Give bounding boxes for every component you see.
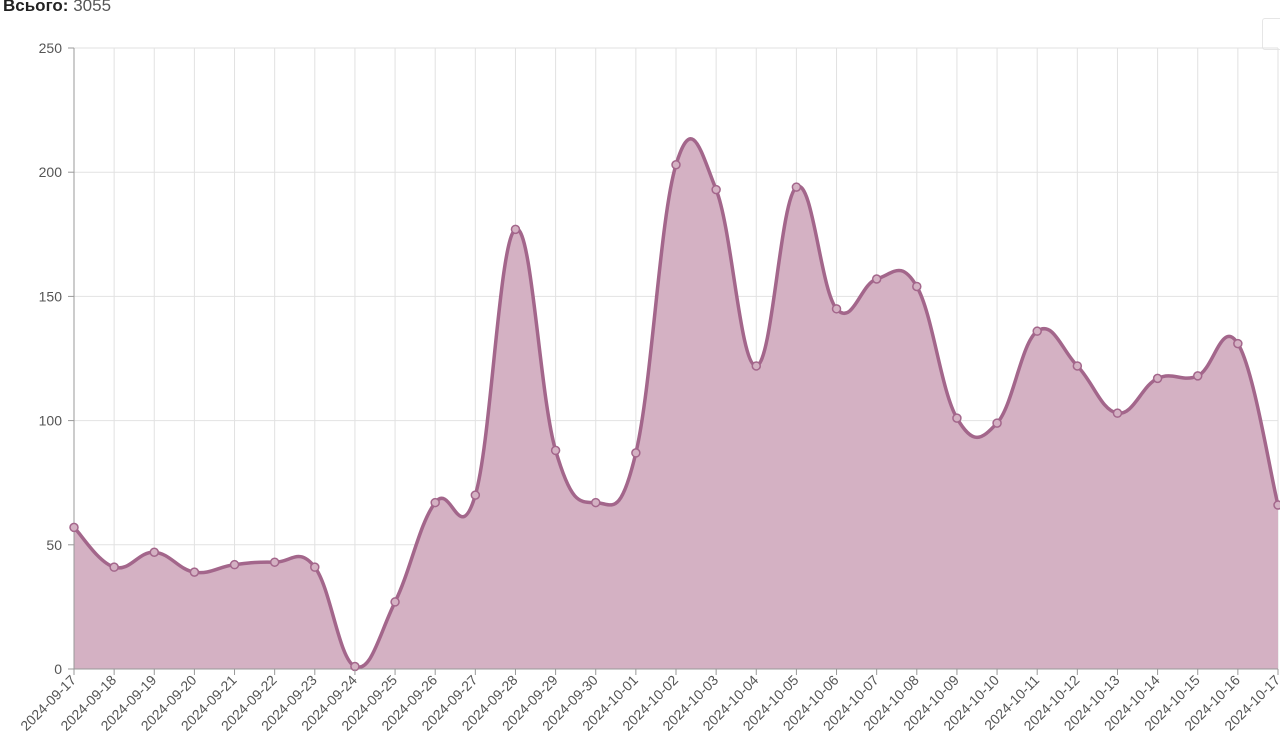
series-area <box>74 138 1278 670</box>
y-tick-label: 100 <box>39 413 63 429</box>
x-axis-ticks: 2024-09-172024-09-182024-09-192024-09-20… <box>17 669 1280 734</box>
data-point[interactable] <box>912 281 922 292</box>
data-point[interactable] <box>269 557 280 567</box>
toolbar-button[interactable] <box>1262 18 1280 50</box>
data-point[interactable] <box>871 274 882 284</box>
data-point[interactable] <box>751 361 762 371</box>
data-point[interactable] <box>1273 500 1280 510</box>
data-point[interactable] <box>550 445 561 456</box>
total-count: Всього: 3055 <box>3 0 111 16</box>
data-points <box>69 159 1280 672</box>
data-point[interactable] <box>1072 361 1083 371</box>
y-tick-label: 0 <box>54 661 62 677</box>
data-point[interactable] <box>831 304 842 314</box>
data-point[interactable] <box>1152 373 1163 384</box>
data-point[interactable] <box>149 547 160 558</box>
data-point[interactable] <box>1112 408 1123 418</box>
data-point[interactable] <box>430 497 440 508</box>
data-point[interactable] <box>1032 326 1042 336</box>
data-point[interactable] <box>952 413 962 423</box>
data-point[interactable] <box>631 448 641 458</box>
data-point[interactable] <box>189 567 200 577</box>
data-point[interactable] <box>69 522 79 533</box>
data-point[interactable] <box>711 184 721 195</box>
data-point[interactable] <box>1233 338 1243 349</box>
data-point[interactable] <box>671 159 681 170</box>
y-tick-label: 250 <box>39 40 63 56</box>
y-axis-ticks: 0 50 100 150 200 250 <box>39 40 74 677</box>
data-point[interactable] <box>229 559 240 570</box>
data-point[interactable] <box>510 224 521 235</box>
data-point[interactable] <box>470 490 481 500</box>
data-point[interactable] <box>1192 371 1203 381</box>
data-point[interactable] <box>109 562 119 572</box>
data-point[interactable] <box>310 562 320 572</box>
total-label: Всього: <box>3 0 69 15</box>
data-point[interactable] <box>590 497 601 508</box>
data-point[interactable] <box>992 418 1002 428</box>
data-point[interactable] <box>791 182 802 192</box>
y-tick-label: 200 <box>39 164 63 180</box>
total-value: 3055 <box>73 0 112 15</box>
data-point[interactable] <box>390 597 400 607</box>
y-tick-label: 50 <box>46 537 62 553</box>
y-tick-label: 150 <box>39 288 63 304</box>
